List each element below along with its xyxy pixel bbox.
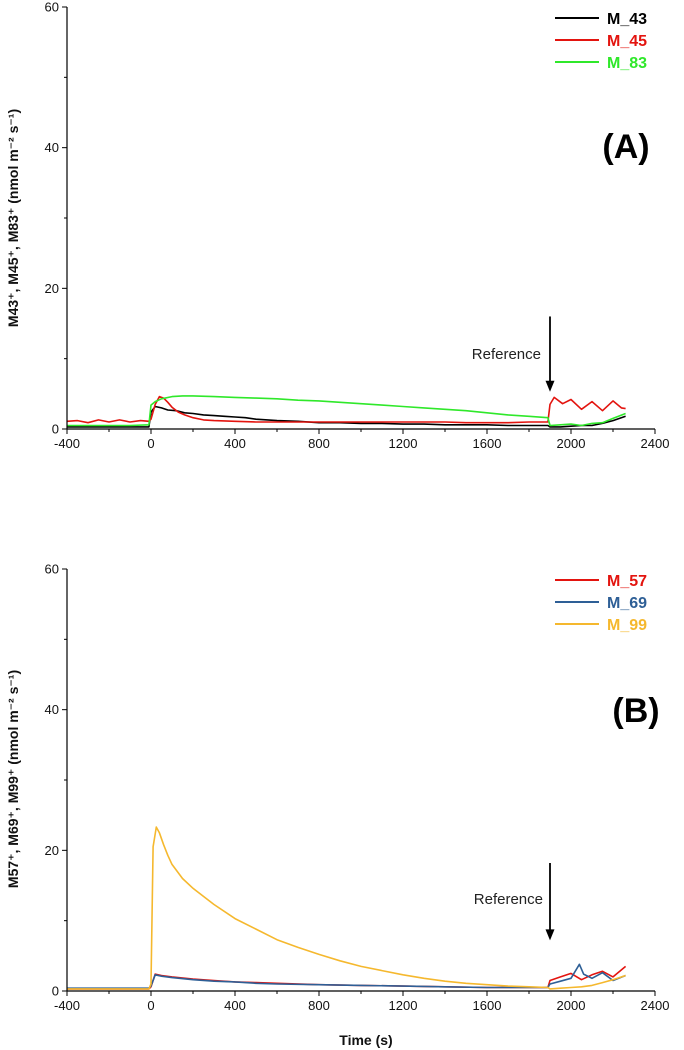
x-tick-label: 800 [308, 998, 330, 1013]
legend-entry-m-69: M_69 [607, 595, 647, 612]
x-tick-label: 2400 [641, 998, 670, 1013]
series-line-m-83 [67, 395, 626, 427]
panel-label-b: (B) [612, 692, 659, 730]
legend-entry-m-99: M_99 [607, 617, 647, 634]
x-tick-label: 400 [224, 998, 246, 1013]
x-tick-label: 1200 [389, 998, 418, 1013]
legend-entry-m-83: M_83 [607, 55, 647, 72]
x-tick-label: 2000 [557, 436, 586, 451]
y-tick-label: 0 [52, 984, 59, 999]
reference-arrow-head [545, 380, 555, 392]
x-tick-label: 0 [147, 998, 154, 1013]
series-line-m-99 [67, 826, 626, 990]
x-tick-label: 400 [224, 436, 246, 451]
y-tick-label: 20 [45, 281, 59, 296]
x-tick-label: 1200 [389, 436, 418, 451]
legend-entry-m-43: M_43 [607, 11, 647, 28]
legend-entry-m-57: M_57 [607, 573, 647, 590]
y-tick-label: 60 [45, 0, 59, 15]
x-tick-label: -400 [54, 998, 80, 1013]
x-axis-title-b: Time (s) [339, 1032, 392, 1048]
y-axis-title-a: M43⁺, M45⁺, M83⁺ (nmol m⁻² s⁻¹) [5, 109, 21, 327]
panel-a: M43⁺, M45⁺, M83⁺ (nmol m⁻² s⁻¹) (A) Refe… [5, 0, 669, 451]
x-tick-label: 800 [308, 436, 330, 451]
y-tick-label: 20 [45, 843, 59, 858]
y-tick-label: 0 [52, 422, 59, 437]
y-axis-title-b: M57⁺, M69⁺, M99⁺ (nmol m⁻² s⁻¹) [5, 670, 21, 888]
series-line-m-45 [66, 395, 626, 424]
x-tick-label: 2400 [641, 436, 670, 451]
x-tick-label: 0 [147, 436, 154, 451]
y-tick-label: 60 [45, 562, 59, 577]
legend-entry-m-45: M_45 [607, 33, 647, 50]
x-tick-label: -400 [54, 436, 80, 451]
reference-annotation-a: Reference [472, 346, 541, 363]
panel-b: M57⁺, M69⁺, M99⁺ (nmol m⁻² s⁻¹) Time (s)… [5, 562, 669, 1049]
y-tick-label: 40 [45, 140, 59, 155]
x-tick-label: 2000 [557, 998, 586, 1013]
y-tick-label: 40 [45, 702, 59, 717]
reference-arrow-head [545, 929, 555, 941]
x-tick-label: 1600 [473, 998, 502, 1013]
panel-label-a: (A) [602, 128, 649, 166]
x-tick-label: 1600 [473, 436, 502, 451]
reference-annotation-b: Reference [474, 891, 543, 908]
